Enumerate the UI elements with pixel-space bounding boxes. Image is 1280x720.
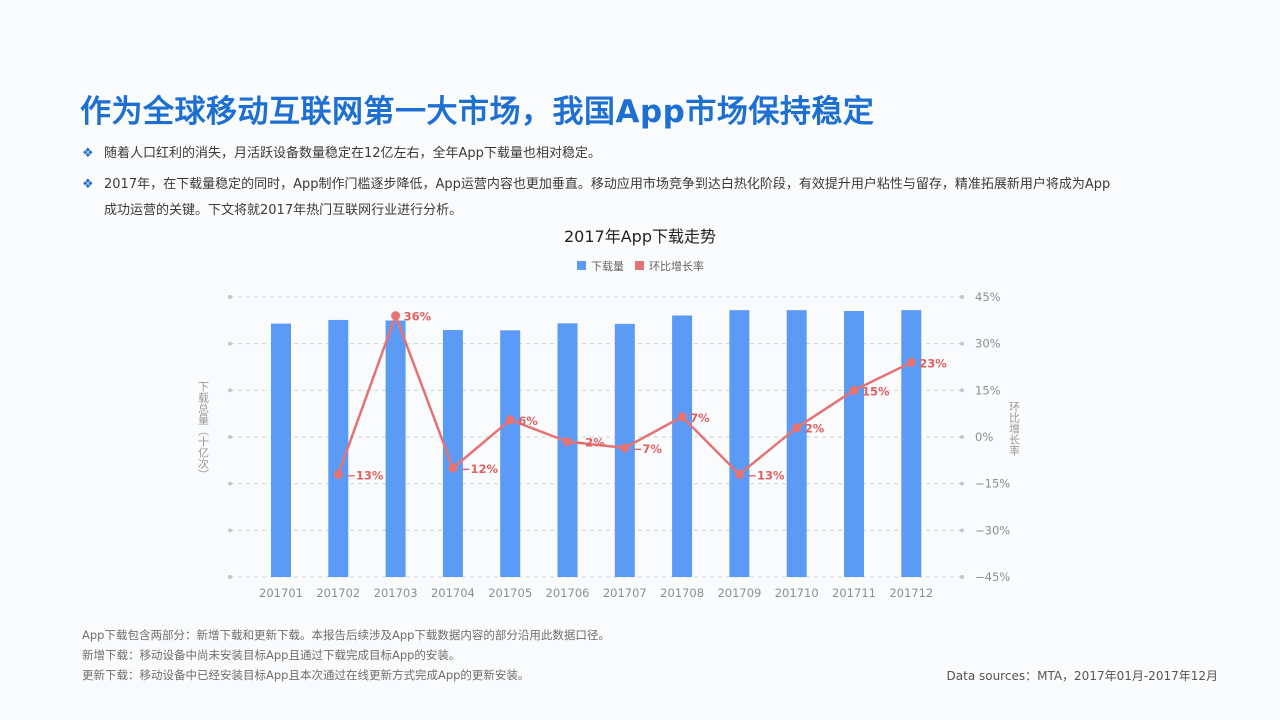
right-axis-tick-label: −45% — [975, 570, 1010, 584]
bar-downloads-201706 — [557, 323, 578, 577]
gridline-dot-right — [960, 528, 964, 533]
bar-downloads-201703 — [385, 320, 406, 577]
left-axis-label: 下载总量（十亿次） — [197, 381, 210, 480]
gridline-dot-left — [228, 435, 232, 439]
x-axis-tick-label: 201702 — [316, 586, 360, 600]
x-axis-tick-label: 201711 — [832, 586, 876, 600]
x-axis-tick-label: 201701 — [259, 586, 303, 600]
x-axis-tick-label: 201708 — [660, 586, 704, 600]
gridline-dot-left — [228, 341, 232, 346]
bullet-point: ❖ 2017年，在下载量稳定的同时，App制作门槛逐步降低，App运营内容也更加… — [82, 172, 1122, 224]
right-axis-tick-label: −30% — [975, 523, 1010, 537]
growth-data-label: 6% — [518, 414, 538, 428]
growth-point-201707 — [620, 443, 630, 453]
x-axis-tick-label: 201712 — [889, 586, 933, 600]
growth-point-201711 — [849, 385, 859, 395]
footnote: 更新下载：移动设备中已经安装目标App且本次通过在线更新方式完成App的更新安装… — [82, 668, 530, 682]
page-title: 作为全球移动互联网第一大市场，我国App市场保持稳定 — [80, 94, 875, 130]
gridline-dot-right — [960, 575, 964, 579]
x-axis-tick-label: 201709 — [717, 586, 761, 600]
growth-data-label: 15% — [862, 384, 890, 398]
growth-point-201703 — [391, 311, 401, 321]
gridline-dot-right — [960, 481, 964, 486]
legend-swatch-growth — [635, 261, 644, 270]
right-axis-tick-label: 30% — [975, 337, 1001, 351]
legend-swatch-downloads — [577, 261, 586, 270]
bullet-text: 2017年，在下载量稳定的同时，App制作门槛逐步降低，App运营内容也更加垂直… — [104, 177, 1111, 218]
x-axis-tick-label: 201706 — [546, 586, 590, 600]
growth-data-label: −2% — [576, 436, 606, 450]
growth-data-label: 2% — [805, 422, 825, 436]
growth-point-201705 — [505, 415, 515, 425]
legend-label-downloads: 下载量 — [591, 260, 624, 273]
gridline-dot-right — [960, 341, 964, 346]
growth-point-201709 — [734, 469, 744, 479]
right-axis-label: 环比增长率 — [1008, 401, 1021, 457]
right-axis-tick-label: 45% — [975, 290, 1001, 304]
x-axis-tick-label: 201707 — [603, 586, 647, 600]
bar-downloads-201710 — [786, 310, 807, 577]
growth-point-201706 — [563, 437, 572, 447]
bar-downloads-201702 — [328, 319, 349, 577]
footnote: App下载包含两部分：新增下载和更新下载。本报告后续涉及App下载数据内容的部分… — [82, 628, 610, 642]
footnote: 新增下载：移动设备中尚未安装目标App且通过下载完成目标App的安装。 — [82, 648, 461, 662]
gridline-dot-right — [960, 435, 964, 439]
right-axis-tick-label: 15% — [975, 383, 1001, 397]
diamond-bullet-icon: ❖ — [82, 177, 94, 192]
data-source: Data sources：MTA，2017年01月-2017年12月 — [946, 669, 1218, 683]
gridline-dot-left — [228, 481, 232, 486]
right-axis-tick-label: −15% — [975, 477, 1010, 491]
bar-downloads-201701 — [271, 323, 291, 577]
growth-point-201708 — [677, 412, 687, 422]
growth-data-label: −7% — [633, 442, 663, 456]
growth-data-label: 36% — [404, 310, 432, 324]
diamond-bullet-icon: ❖ — [82, 146, 94, 161]
growth-data-label: −12% — [461, 462, 499, 476]
bullet-text: 随着人口红利的消失，月活跃设备数量稳定在12亿左右，全年App下载量也相对稳定。 — [104, 146, 601, 161]
growth-data-label: −13% — [346, 468, 384, 482]
gridline-dot-left — [228, 295, 232, 299]
growth-point-201710 — [792, 423, 802, 433]
gridline-dot-right — [960, 388, 964, 393]
bar-downloads-201704 — [442, 330, 463, 577]
bar-downloads-201709 — [729, 310, 750, 577]
bullet-point: ❖ 随着人口红利的消失，月活跃设备数量稳定在12亿左右，全年App下载量也相对稳… — [82, 141, 1122, 167]
x-axis-tick-label: 201704 — [431, 586, 475, 600]
growth-point-201704 — [448, 463, 458, 473]
x-axis-tick-label: 201710 — [775, 586, 819, 600]
x-axis-tick-label: 201703 — [374, 586, 418, 600]
bar-downloads-201708 — [672, 315, 693, 577]
growth-data-label: −13% — [747, 468, 785, 482]
legend-label-growth: 环比增长率 — [649, 259, 704, 273]
growth-data-label: 23% — [919, 356, 947, 370]
gridline-dot-left — [228, 388, 232, 393]
growth-data-label: 7% — [690, 411, 710, 425]
gridline-dot-left — [228, 575, 232, 579]
bar-downloads-201712 — [901, 310, 922, 577]
x-axis-tick-label: 201705 — [488, 586, 532, 600]
growth-point-201712 — [906, 357, 916, 367]
gridline-dot-right — [960, 295, 964, 299]
growth-point-201702 — [333, 469, 343, 479]
right-axis-tick-label: 0% — [975, 430, 993, 444]
chart-title: 2017年App下载走势 — [564, 227, 716, 246]
bar-downloads-201705 — [500, 330, 521, 577]
bar-downloads-201711 — [844, 311, 864, 577]
gridline-dot-left — [228, 528, 232, 533]
